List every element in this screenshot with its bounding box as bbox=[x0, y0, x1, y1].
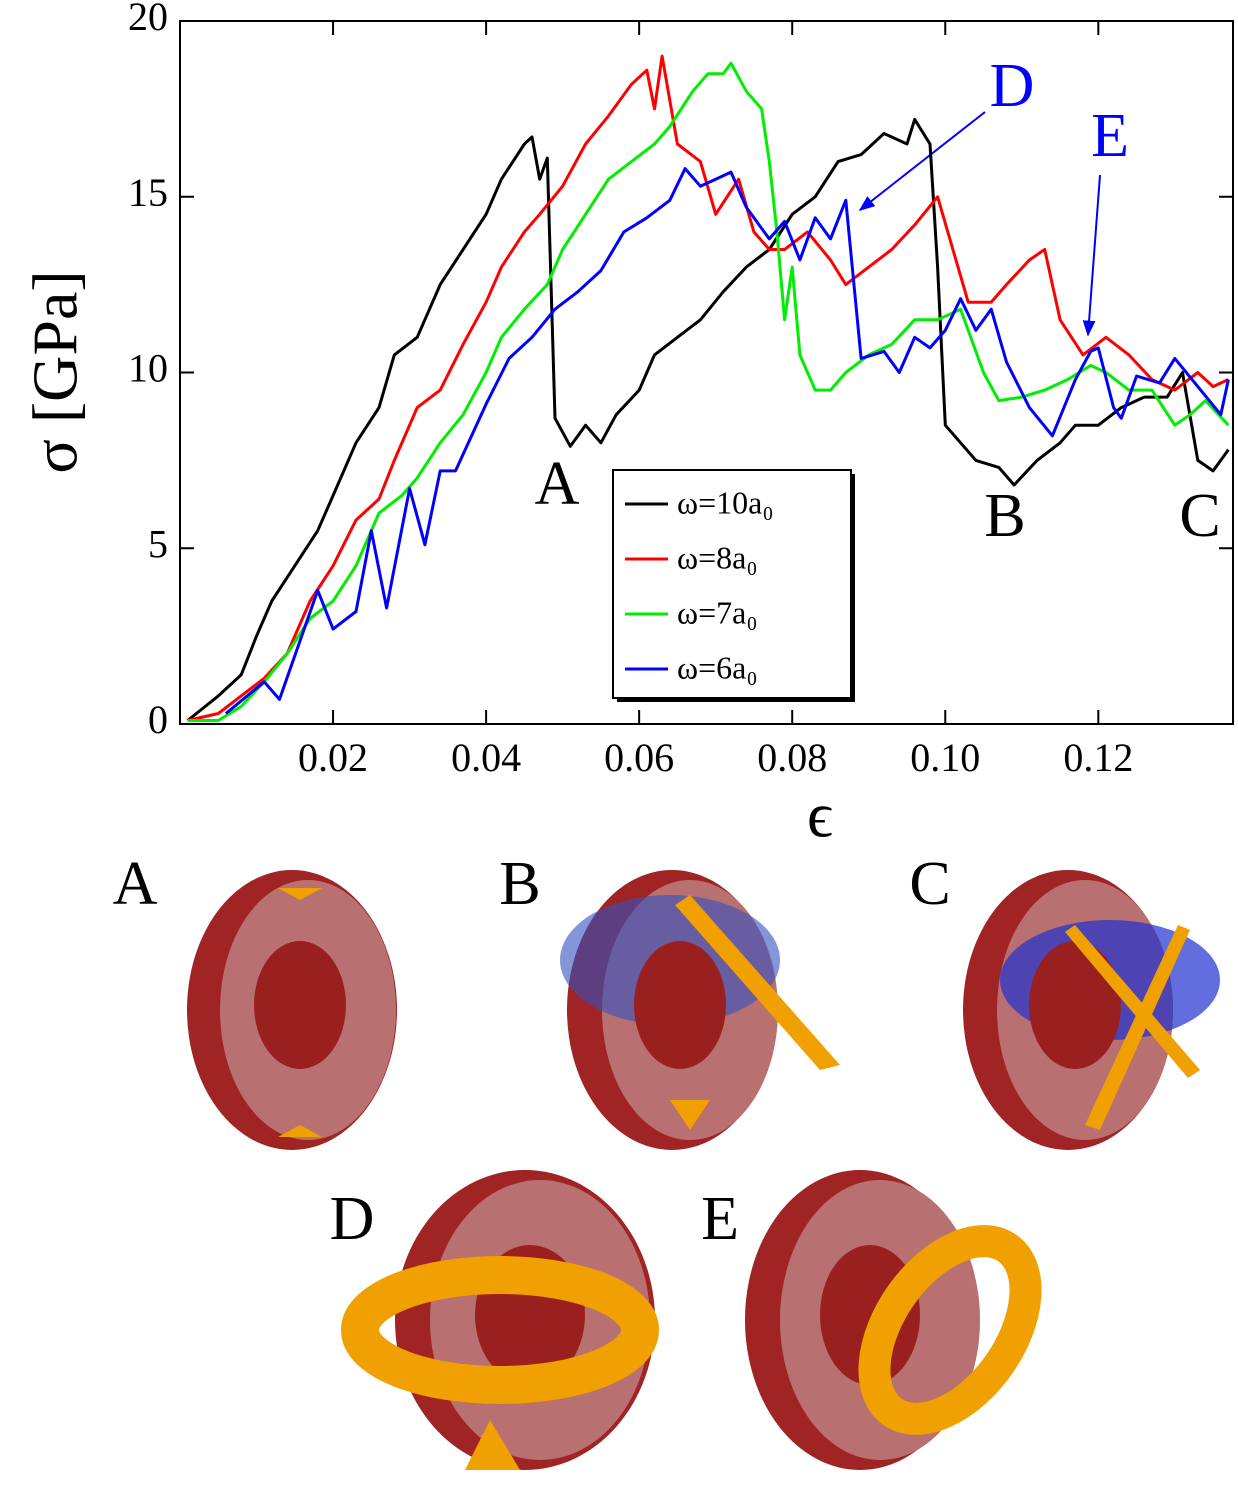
series-line bbox=[224, 167, 1230, 715]
panel-label: C bbox=[909, 850, 950, 918]
series-line bbox=[187, 61, 1230, 722]
legend-label: ω=7a₀ bbox=[677, 594, 757, 630]
y-tick-label: 20 bbox=[128, 0, 168, 39]
x-tick-label: 0.04 bbox=[451, 735, 521, 780]
x-tick-label: 0.12 bbox=[1063, 735, 1133, 780]
x-axis-label: ϵ bbox=[807, 780, 833, 851]
panel-label: E bbox=[701, 1185, 739, 1253]
y-tick-label: 0 bbox=[148, 697, 168, 742]
annotation: C bbox=[1179, 482, 1220, 550]
render-b bbox=[560, 870, 840, 1150]
render-a bbox=[187, 870, 397, 1150]
annotation: B bbox=[984, 482, 1025, 550]
x-tick-label: 0.02 bbox=[298, 735, 368, 780]
y-axis-label: σ [GPa] bbox=[20, 270, 91, 473]
y-tick-label: 5 bbox=[148, 521, 168, 566]
x-tick-label: 0.06 bbox=[604, 735, 674, 780]
annotation: E bbox=[1091, 102, 1129, 170]
x-tick-label: 0.08 bbox=[757, 735, 827, 780]
series-line bbox=[186, 117, 1230, 722]
y-tick-label: 15 bbox=[128, 170, 168, 215]
panel-label: A bbox=[113, 850, 158, 918]
legend-label: ω=8a₀ bbox=[677, 539, 757, 575]
arrow-e bbox=[1082, 174, 1101, 337]
render-c bbox=[963, 870, 1220, 1150]
annotation: D bbox=[990, 52, 1035, 120]
render-d bbox=[341, 1170, 659, 1470]
render-e bbox=[745, 1170, 1042, 1470]
panel-label: D bbox=[330, 1185, 375, 1253]
y-tick-label: 10 bbox=[128, 346, 168, 391]
x-tick-label: 0.10 bbox=[910, 735, 980, 780]
arrow-d bbox=[858, 111, 986, 211]
legend-label: ω=10a₀ bbox=[677, 484, 773, 520]
series-line bbox=[187, 54, 1230, 722]
legend-label: ω=6a₀ bbox=[677, 649, 757, 685]
legend-box bbox=[612, 469, 852, 699]
annotation: A bbox=[535, 450, 580, 518]
panel-label: B bbox=[499, 850, 540, 918]
